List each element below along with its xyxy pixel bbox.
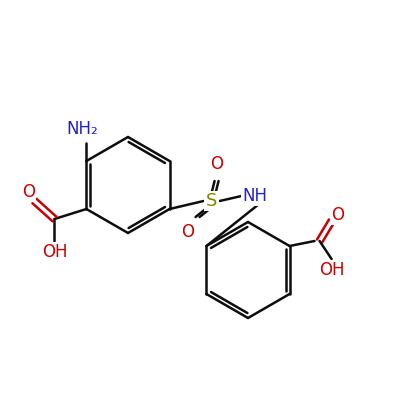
Text: NH: NH <box>242 187 267 205</box>
Text: OH: OH <box>42 243 67 261</box>
Text: NH₂: NH₂ <box>66 120 98 138</box>
Text: O: O <box>210 155 223 173</box>
Text: O: O <box>22 183 35 201</box>
Text: O: O <box>331 206 344 224</box>
Text: S: S <box>206 192 217 210</box>
Text: O: O <box>181 223 194 241</box>
Text: OH: OH <box>319 261 344 279</box>
